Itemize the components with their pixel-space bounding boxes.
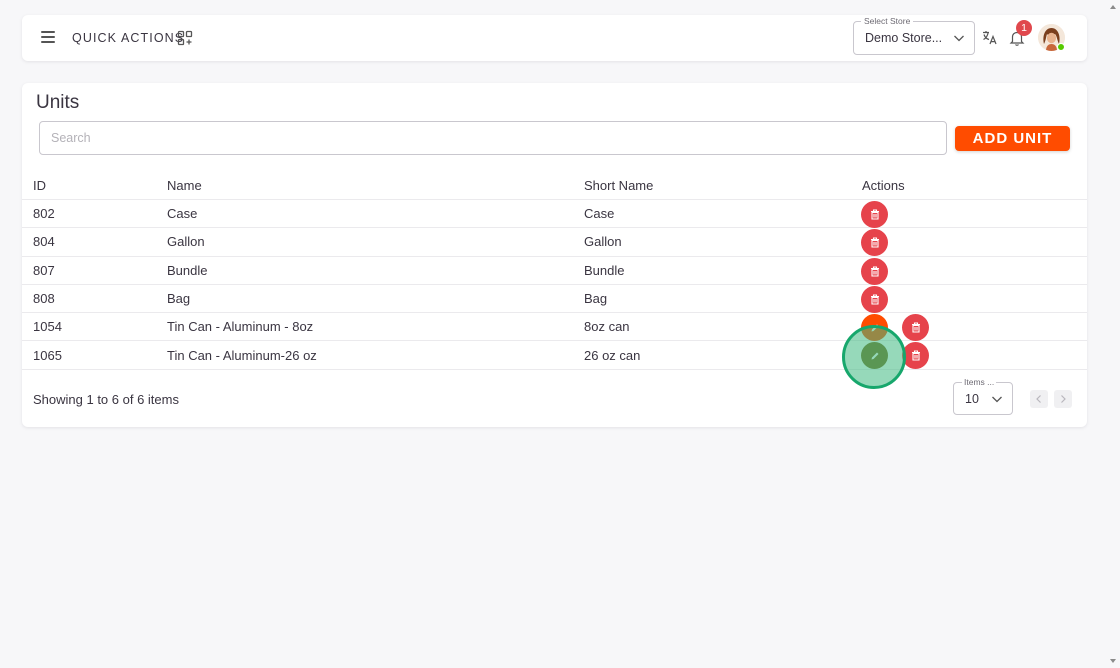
search-input[interactable] — [39, 121, 947, 155]
table-row: 804 Gallon Gallon — [22, 228, 1087, 257]
pagination-summary: Showing 1 to 6 of 6 items — [33, 392, 179, 407]
translate-icon[interactable] — [981, 29, 998, 46]
column-header-short-name: Short Name — [584, 178, 654, 193]
units-card: Units ADD UNIT ID Name Short Name Action… — [22, 83, 1087, 427]
chevron-down-icon — [992, 396, 1002, 403]
apps-add-icon[interactable] — [177, 30, 193, 46]
row-id: 1065 — [33, 347, 62, 363]
trash-icon — [870, 237, 879, 248]
column-header-id: ID — [33, 178, 46, 193]
top-navbar: QUICK ACTIONS Select Store Demo Store...… — [22, 15, 1087, 61]
scrollbar-down-arrow[interactable] — [1110, 659, 1116, 663]
row-name: Tin Can - Aluminum - 8oz — [167, 319, 314, 335]
delete-button[interactable] — [861, 201, 888, 228]
row-name: Tin Can - Aluminum-26 oz — [167, 347, 317, 363]
notification-badge: 1 — [1016, 20, 1032, 36]
delete-button[interactable] — [861, 257, 888, 285]
page-title: Units — [36, 92, 80, 113]
row-name: Gallon — [167, 234, 205, 250]
items-per-page-select[interactable]: Items ... 10 — [953, 377, 1013, 415]
table-header: ID Name Short Name Actions — [22, 172, 1087, 200]
trash-icon — [870, 209, 879, 220]
delete-button[interactable] — [902, 314, 929, 342]
click-indicator — [842, 325, 906, 389]
table-row: 1065 Tin Can - Aluminum-26 oz 26 oz can — [22, 341, 1087, 370]
store-select-legend: Select Store — [861, 16, 914, 26]
row-id: 804 — [33, 234, 55, 250]
table-row: 802 Case Case — [22, 200, 1087, 229]
add-unit-button[interactable]: ADD UNIT — [955, 126, 1070, 151]
row-id: 808 — [33, 291, 55, 307]
trash-icon — [911, 322, 920, 333]
row-short-name: 26 oz can — [584, 347, 641, 363]
chevron-right-icon — [1061, 395, 1066, 403]
table-row: 1054 Tin Can - Aluminum - 8oz 8oz can — [22, 313, 1087, 342]
row-name: Case — [167, 206, 198, 222]
delete-button[interactable] — [861, 285, 888, 313]
row-name: Bag — [167, 291, 191, 307]
row-short-name: Bundle — [584, 262, 625, 278]
row-short-name: Case — [584, 206, 615, 222]
units-table: ID Name Short Name Actions 802 Case Case… — [22, 172, 1087, 370]
next-page-button[interactable] — [1054, 390, 1072, 408]
column-header-name: Name — [167, 178, 202, 193]
row-name: Bundle — [167, 262, 208, 278]
row-short-name: 8oz can — [584, 319, 630, 335]
store-select-value: Demo Store... — [865, 31, 943, 45]
row-id: 1054 — [33, 319, 62, 335]
quick-actions-label[interactable]: QUICK ACTIONS — [72, 31, 185, 45]
table-row: 808 Bag Bag — [22, 285, 1087, 314]
row-id: 807 — [33, 262, 55, 278]
online-status-dot — [1057, 43, 1065, 51]
items-per-page-value: 10 — [965, 392, 979, 406]
items-per-page-legend: Items ... — [962, 377, 997, 387]
previous-page-button[interactable] — [1030, 390, 1048, 408]
menu-icon[interactable] — [41, 31, 55, 43]
trash-icon — [911, 350, 920, 362]
row-short-name: Gallon — [584, 234, 622, 250]
delete-button[interactable] — [861, 229, 888, 257]
trash-icon — [870, 294, 879, 305]
trash-icon — [870, 266, 879, 277]
delete-button[interactable] — [902, 342, 929, 370]
chevron-left-icon — [1036, 395, 1041, 403]
chevron-down-icon — [954, 35, 964, 42]
row-id: 802 — [33, 206, 55, 222]
scrollbar-up-arrow[interactable] — [1110, 5, 1116, 9]
column-header-actions: Actions — [862, 178, 905, 193]
row-short-name: Bag — [584, 291, 608, 307]
store-select[interactable]: Select Store Demo Store... — [853, 16, 975, 55]
table-row: 807 Bundle Bundle — [22, 257, 1087, 285]
